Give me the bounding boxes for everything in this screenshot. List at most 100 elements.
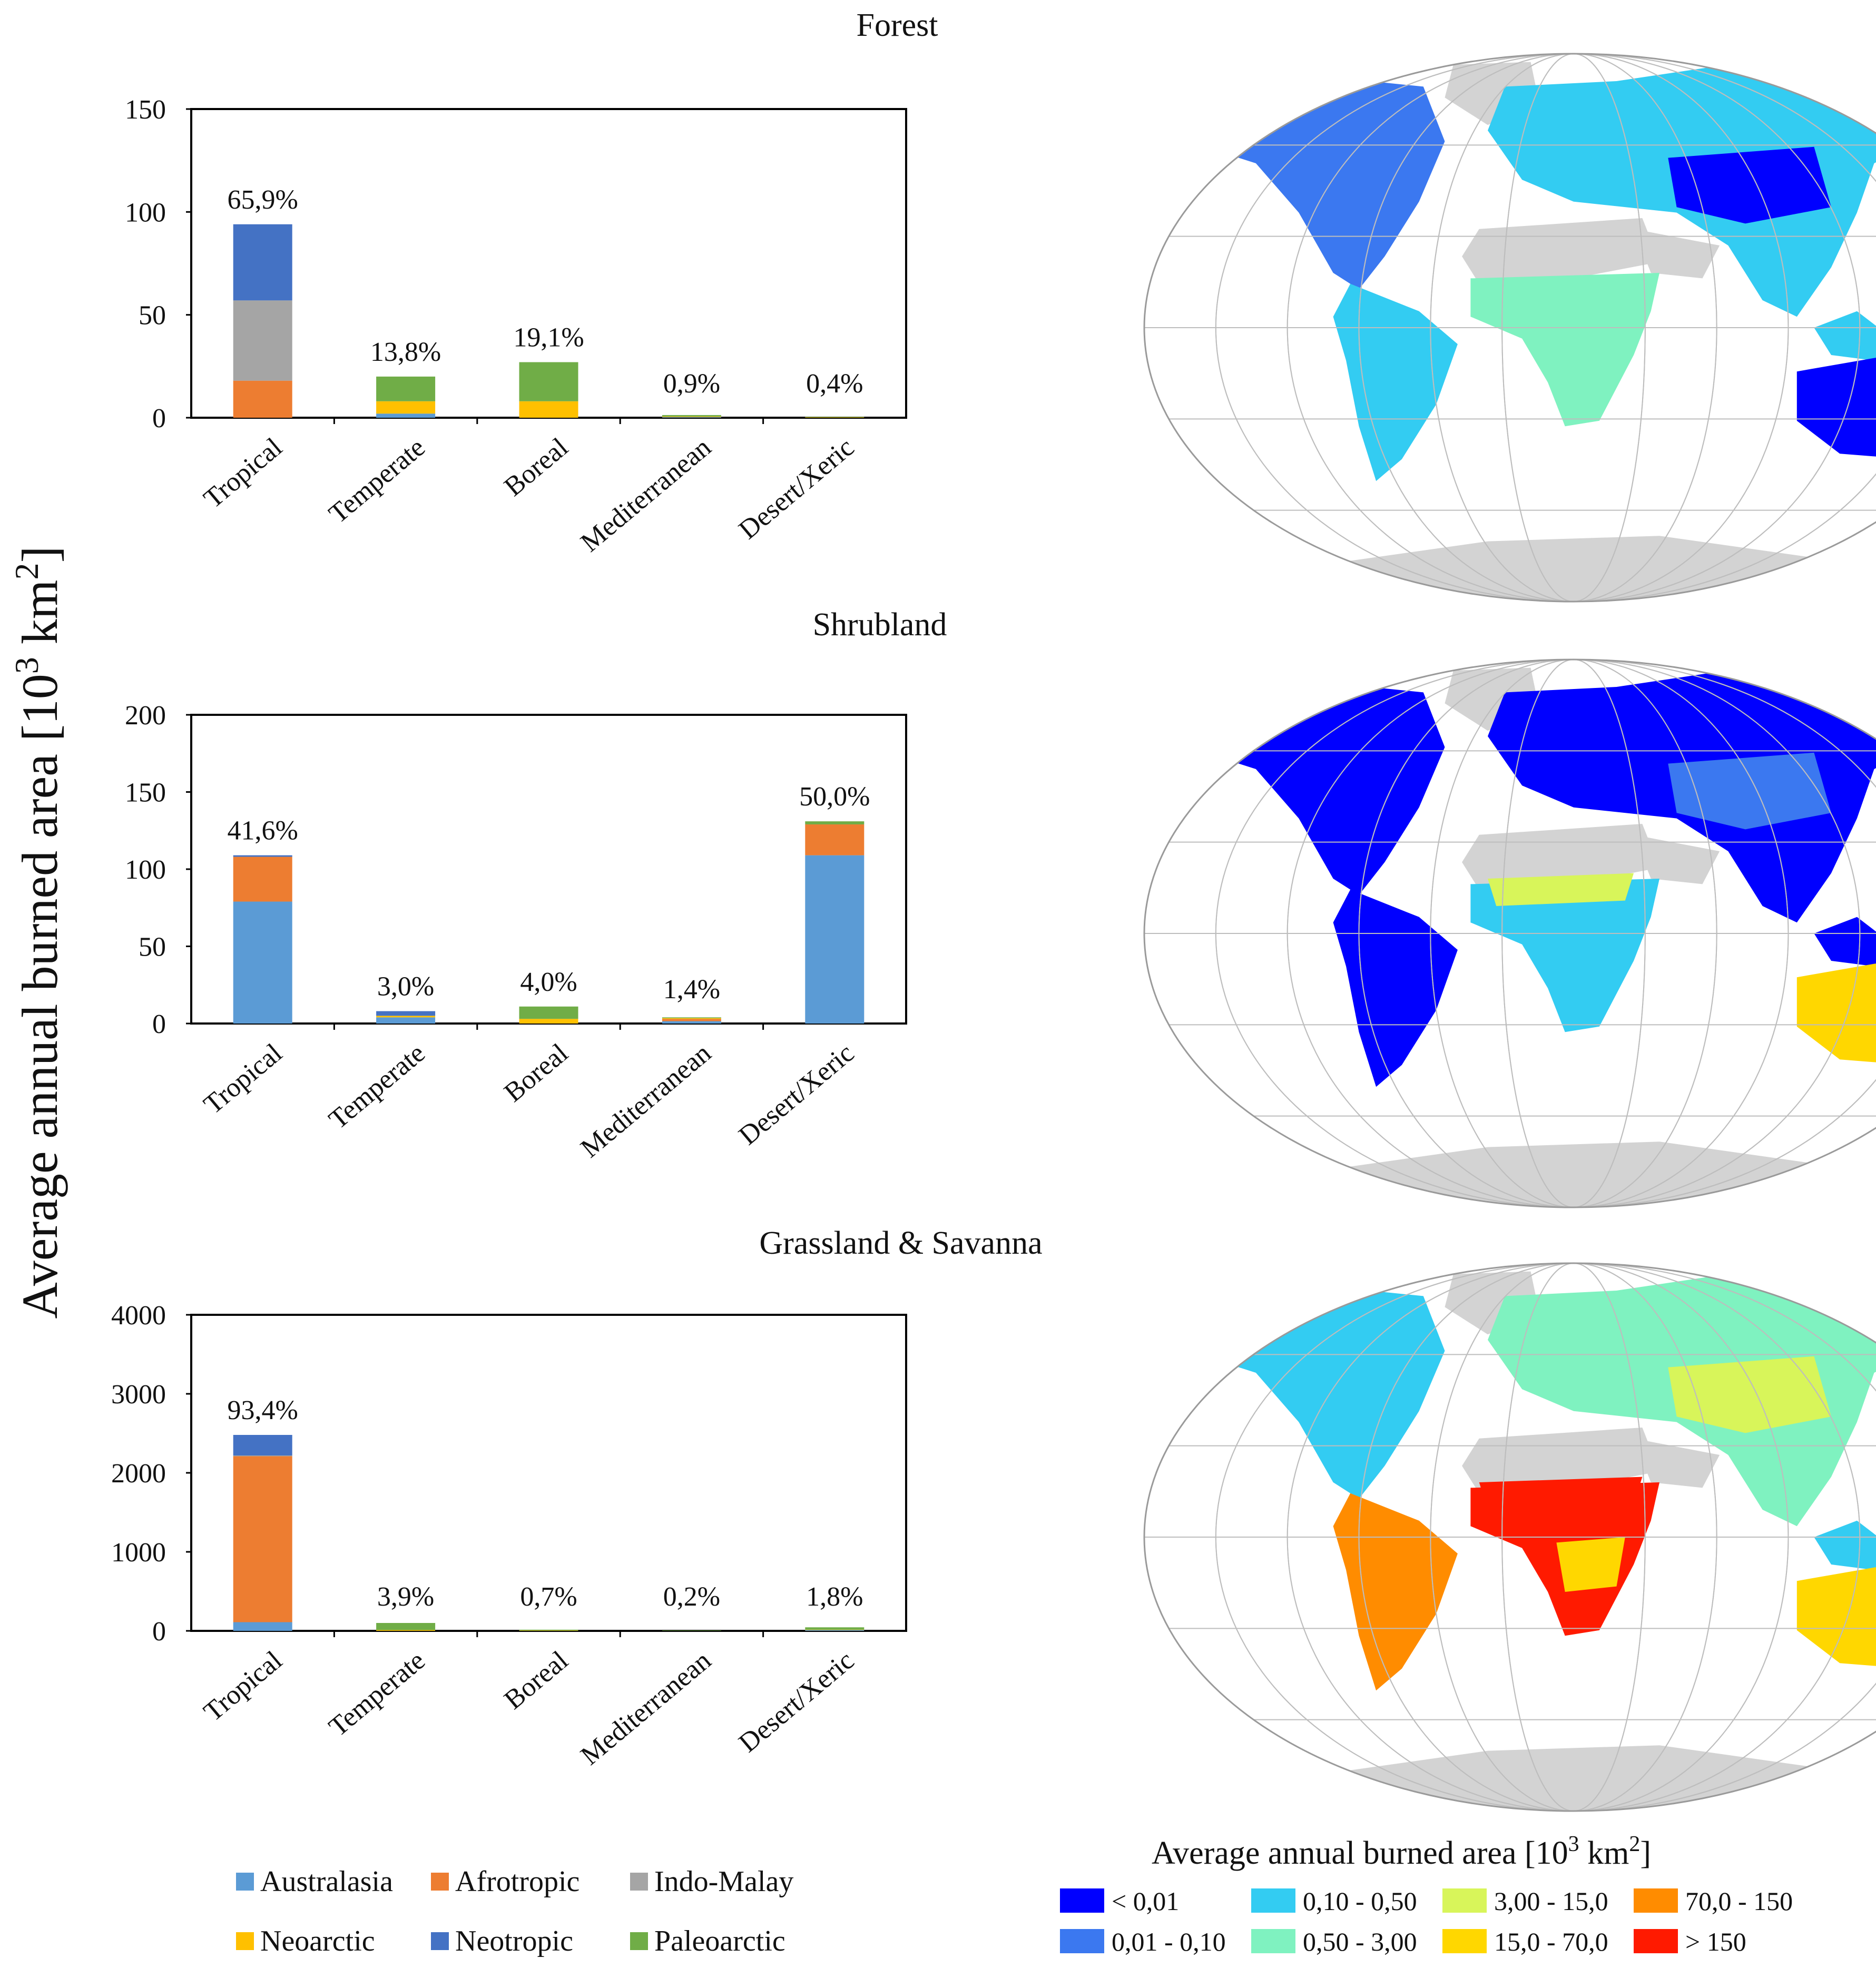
y-tick-label: 100 [125,855,166,885]
y-tick-label: 0 [152,404,166,434]
map-clip-group [1144,1263,1876,1811]
bar-segment-tropical-afrotropic [233,380,292,418]
category-label-desert-xeric: Desert/Xeric [733,1646,860,1758]
percent-label-temperate: 3,9% [377,1582,434,1612]
map-meridian [1358,1263,1789,1811]
map-meridian [1501,660,1646,1207]
map-meridian [1430,54,1717,602]
bar-segment-desert-xeric-afrotropic [805,824,865,855]
y-tick-label: 150 [125,778,166,808]
category-label-tropical: Tropical [198,432,288,515]
map-region-southamerica [1333,1493,1458,1691]
category-label-boreal: Boreal [498,1646,574,1716]
map-legend-title: Average annual burned area [103 km2] [1152,1832,1651,1871]
map-meridian [1430,1263,1717,1811]
y-tick-label: 0 [152,1617,166,1647]
category-label-boreal: Boreal [498,1038,574,1108]
bar-segment-tropical-neotropic [233,1435,292,1455]
panel-title-shrubland: Shrubland [813,607,947,643]
map-region-northamerica [1204,75,1445,290]
map-region-sahara [1462,1428,1659,1493]
bar-segment-desert-xeric-australasia [805,855,865,1024]
bar-segment-desert-xeric-australasia [805,1630,865,1631]
map-region-seasia [1814,311,1876,361]
category-label-desert-xeric: Desert/Xeric [733,432,860,545]
bar-segment-boreal-paleoarctic [519,1006,578,1019]
map-region-southamerica [1333,889,1458,1087]
percent-label-boreal: 4,0% [520,967,577,997]
category-label-tropical: Tropical [198,1646,288,1728]
map-legend-label-7: 70,0 - 150 [1685,1886,1793,1916]
map-region-sahel [1479,1477,1643,1510]
category-label-mediterranean: Mediterranean [575,1038,717,1164]
bar-segment-temperate-neotropic [376,1011,436,1016]
y-tick-label: 50 [139,301,166,331]
legend-swatch-neoarctic [236,1932,254,1950]
percent-label-boreal: 19,1% [513,323,584,353]
bar-segment-desert-xeric-paleoarctic [805,821,865,825]
map-legend-swatch-4 [1251,1929,1295,1953]
y-axis-label: Average annual burned area [103 km2] [8,546,68,1319]
map-legend-swatch-7 [1634,1888,1678,1913]
map-legend-label-4: 0,50 - 3,00 [1303,1927,1417,1956]
bar-segment-tropical-neotropic [233,224,292,301]
map-clip-group [1144,54,1876,602]
bar-segment-tropical-neotropic [233,855,292,857]
bar-segment-desert-xeric-neoarctic [805,417,865,418]
map-region-australia [1796,961,1876,1065]
bar-segment-mediterranean-paleoarctic [662,415,721,417]
forest-map [1143,53,1876,603]
bar-segment-mediterranean-afrotropic [662,1019,721,1021]
legend-swatch-afrotropic [431,1873,449,1891]
map-region-centralasia [1668,146,1831,224]
map-meridian [1215,660,1876,1207]
bar-segment-temperate-neoarctic [376,401,436,414]
panel-title-grassland: Grassland & Savanna [759,1225,1042,1261]
category-label-desert-xeric: Desert/Xeric [733,1038,860,1151]
legend-swatch-australasia [236,1873,254,1891]
map-meridian [1286,1263,1861,1811]
y-tick-label: 150 [125,95,166,125]
percent-label-mediterranean: 0,2% [663,1582,720,1612]
shrubland-map [1143,658,1876,1208]
percent-label-desert-xeric: 50,0% [799,782,870,812]
bar-segment-boreal-paleoarctic [519,362,578,401]
category-label-tropical: Tropical [198,1038,288,1120]
bar-segment-mediterranean-neoarctic [662,1018,721,1019]
map-region-southern-africa [1556,1537,1625,1592]
map-region-arabia [1634,834,1720,884]
map-region-southamerica [1333,283,1458,481]
map-legend-label-6: 15,0 - 70,0 [1494,1927,1608,1956]
map-meridian [1286,660,1861,1207]
y-tick-label: 50 [139,932,166,962]
map-region-centralasia [1668,752,1831,830]
map-legend-label-5: 3,00 - 15,0 [1494,1886,1608,1916]
bar-segment-desert-xeric-paleoarctic [805,1627,865,1630]
map-region-seasia [1814,1520,1876,1570]
shrubland-bar-chart: 0 50 100 150 200 41,6% Tropical 3,0% Temperate 4,… [125,701,907,1164]
map-legend-swatch-1 [1060,1888,1104,1913]
bar-segment-tropical-indo-malay [233,1455,292,1457]
legend-label-australasia: Australasia [260,1865,393,1898]
map-meridian [1358,54,1789,602]
map-region-antarctica [1316,1745,1831,1811]
map-region-africa [1470,879,1659,1032]
legend-label-afrotropic: Afrotropic [455,1865,580,1898]
y-tick-label: 0 [152,1009,166,1039]
map-outline [1143,658,1876,1208]
map-region-sahel [1488,873,1634,906]
bar-segment-boreal-neoarctic [519,401,578,418]
region-legend: Australasia Afrotropic Indo-Malay Neoarc… [236,1865,793,1957]
category-label-mediterranean: Mediterranean [575,432,717,558]
map-region-africa [1470,273,1659,427]
category-label-boreal: Boreal [498,432,574,503]
map-legend-label-1: < 0,01 [1112,1886,1179,1916]
legend-swatch-neotropic [431,1932,449,1950]
y-tick-label: 3000 [111,1380,166,1410]
bar-segment-temperate-australasia [376,414,436,418]
map-meridian [1501,54,1646,602]
category-label-mediterranean: Mediterranean [575,1646,717,1772]
map-legend-swatch-3 [1251,1888,1295,1913]
map-legend-label-8: > 150 [1685,1927,1746,1956]
bar-segment-boreal-neoarctic [519,1630,578,1631]
